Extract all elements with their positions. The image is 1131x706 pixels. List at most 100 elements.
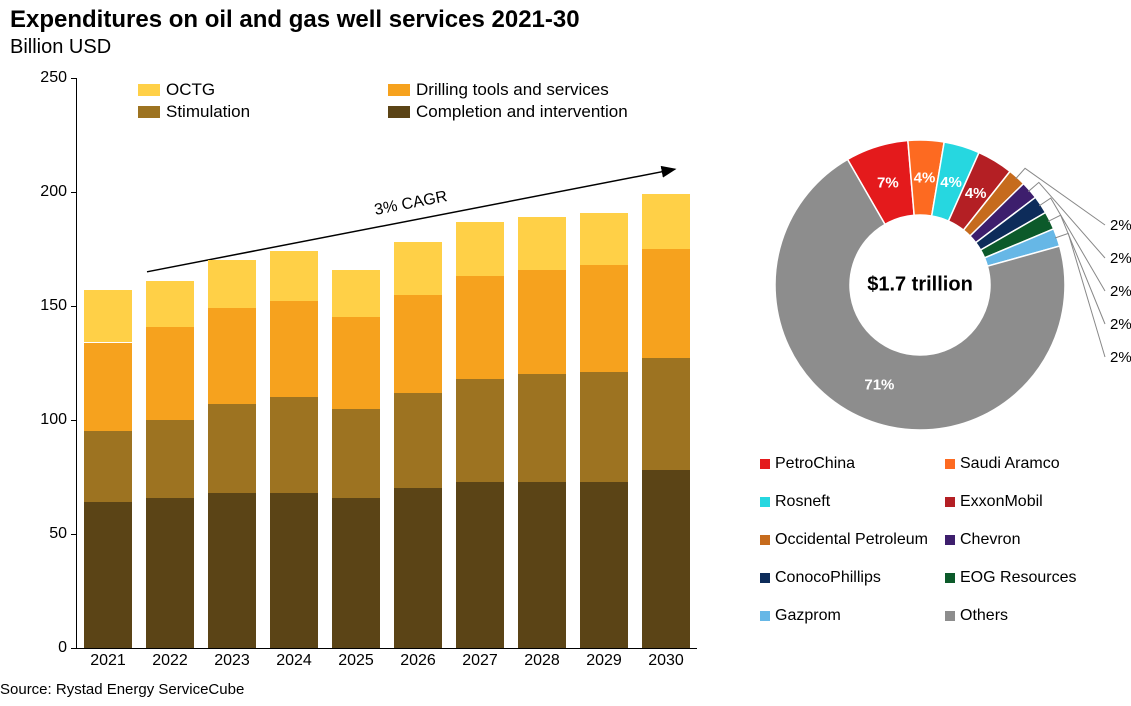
legend-swatch [945,573,955,583]
bar-column [518,78,566,648]
donut-legend-item: ConocoPhillips [760,569,945,587]
donut-legend-item: EOG Resources [945,569,1130,587]
legend-swatch [760,573,770,583]
donut-legend-item: Occidental Petroleum [760,531,945,549]
slice-label: 4% [940,174,962,191]
bar-column [146,78,194,648]
donut-legend-item: Chevron [945,531,1130,549]
legend-swatch [945,535,955,545]
bar-segment [456,379,504,482]
ytick [71,534,77,535]
bar-segment [84,343,132,432]
bar-segment [580,265,628,372]
xtick-label: 2028 [524,652,560,670]
ytick-label: 0 [27,639,67,657]
bar-column [642,78,690,648]
bar-segment [332,498,380,648]
legend-swatch [760,497,770,507]
bar-segment [332,409,380,498]
bar-segment [270,397,318,493]
bar-segment [332,270,380,318]
legend-label: Rosneft [775,493,830,511]
slice-label: 2% [1110,250,1131,267]
donut-legend: PetroChina Saudi Aramco Rosneft ExxonMobil O… [760,455,1130,645]
bar-column [84,78,132,648]
ytick-label: 100 [27,411,67,429]
legend-swatch [945,611,955,621]
xtick-label: 2022 [152,652,188,670]
legend-swatch [760,535,770,545]
bar-segment [580,372,628,481]
bar-column [580,78,628,648]
bar-segment [394,295,442,393]
slice-label: 4% [965,185,987,202]
xtick-label: 2027 [462,652,498,670]
slice-label: 2% [1110,316,1131,333]
donut-legend-item: ExxonMobil [945,493,1130,511]
bar-segment [518,217,566,269]
ytick [71,192,77,193]
legend-label: ExxonMobil [960,493,1043,511]
bar-segment [642,470,690,648]
xtick-label: 2024 [276,652,312,670]
bar-segment [208,308,256,404]
bar-segment [270,301,318,397]
legend-swatch [760,459,770,469]
bar-segment [580,482,628,648]
page-title: Expenditures on oil and gas well service… [10,6,580,34]
legend-label: Chevron [960,531,1020,549]
legend-label: Occidental Petroleum [775,531,928,549]
bar-column [208,78,256,648]
bar-segment [456,482,504,648]
bar-segment [394,242,442,294]
ytick-label: 200 [27,183,67,201]
bar-segment [270,251,318,301]
bar-column [332,78,380,648]
donut-legend-item: Saudi Aramco [945,455,1130,473]
legend-label: Others [960,607,1008,625]
xtick-label: 2026 [400,652,436,670]
slice-label: 2% [1110,217,1131,234]
donut-center-label: $1.7 trillion [867,274,973,297]
bar-segment [146,420,194,498]
bar-segment [642,249,690,358]
bar-segment [642,358,690,470]
xtick-label: 2023 [214,652,250,670]
bar-segment [208,260,256,308]
slice-label: 7% [877,174,899,191]
legend-swatch [945,497,955,507]
xtick-label: 2030 [648,652,684,670]
bar-segment [518,482,566,648]
bar-segment [580,213,628,265]
donut-legend-item: PetroChina [760,455,945,473]
donut-legend-item: Others [945,607,1130,625]
ytick [71,78,77,79]
source-note: Source: Rystad Energy ServiceCube [0,681,244,698]
legend-label: Saudi Aramco [960,455,1060,473]
bar-segment [84,431,132,502]
slice-label: 2% [1110,349,1131,366]
bar-segment [208,493,256,648]
bar-segment [84,290,132,342]
bar-segment [146,498,194,648]
bar-segment [456,276,504,379]
legend-label: Gazprom [775,607,841,625]
donut-legend-item: Gazprom [760,607,945,625]
bar-segment [456,222,504,277]
bar-segment [208,404,256,493]
bar-segment [394,393,442,489]
legend-swatch [760,611,770,621]
bar-column [394,78,442,648]
legend-label: EOG Resources [960,569,1076,587]
donut-chart: 7%4%4%4%71%2%2%2%2%2% $1.7 trillion [770,135,1070,435]
slice-label: 2% [1110,283,1131,300]
ytick-label: 250 [27,69,67,87]
bar-segment [270,493,318,648]
bar-segment [146,327,194,420]
donut-legend-item: Rosneft [760,493,945,511]
bar-segment [518,270,566,375]
slice-label: 71% [864,377,894,394]
bar-segment [394,488,442,648]
bar-segment [84,502,132,648]
ytick-label: 50 [27,525,67,543]
